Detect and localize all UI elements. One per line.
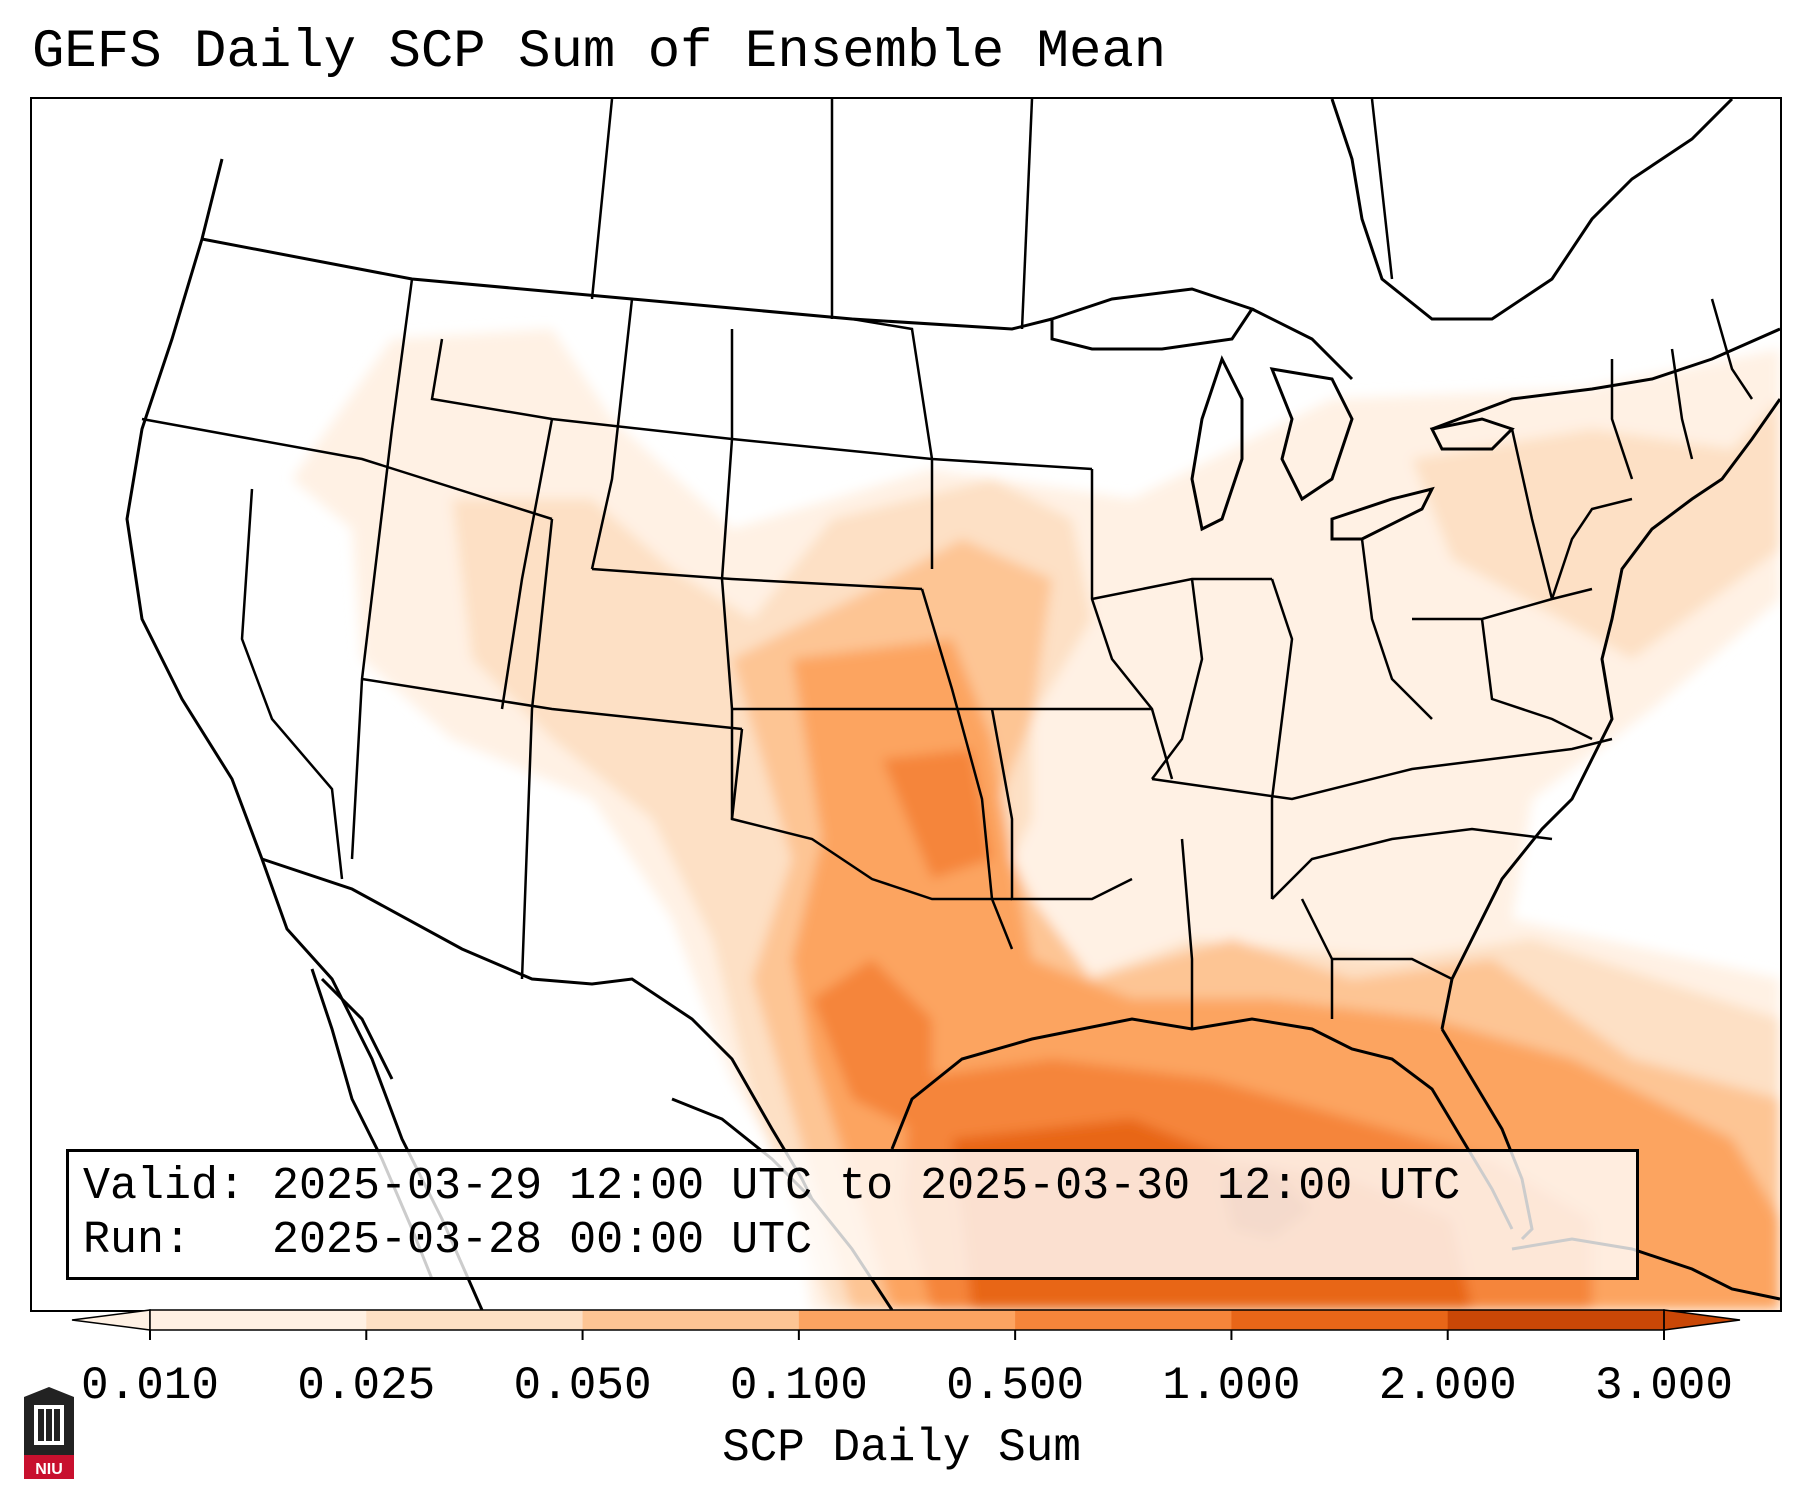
- border-us-mexico: [261, 857, 814, 1200]
- colorbar-tick-label: 1.000: [1162, 1360, 1301, 1412]
- lake-michigan: [1190, 355, 1244, 532]
- coastline-west: [125, 158, 484, 1310]
- state-borders: [141, 99, 1754, 1029]
- colorbar-segment: [798, 1310, 1016, 1330]
- colorbar-tick-label: 0.500: [946, 1360, 1085, 1412]
- colorbar-label: SCP Daily Sum: [722, 1422, 1081, 1474]
- coastline-east: [1440, 398, 1780, 1030]
- colorbar-segment: [582, 1310, 800, 1330]
- valid-time-text: Valid: 2025-03-29 12:00 UTC to 2025-03-3…: [83, 1161, 1461, 1212]
- colorbar-segment: [1231, 1310, 1449, 1330]
- border-canada-us: [201, 237, 1780, 431]
- map-canvas: [125, 99, 1780, 1310]
- colorbar-outline: [149, 1309, 1665, 1331]
- colorbar-tick-label: 2.000: [1378, 1360, 1517, 1412]
- colorbar-segment: [1015, 1310, 1232, 1330]
- colorbar-tick-label: 0.010: [80, 1360, 220, 1412]
- run-time-text: Run: 2025-03-28 00:00 UTC: [83, 1215, 813, 1266]
- colorbar-tick-label: 0.025: [297, 1360, 436, 1412]
- colorbar-segment: [366, 1310, 584, 1330]
- colorbar-extend-min: [71, 1309, 151, 1331]
- niu-logo-icon: NIU: [24, 1387, 74, 1479]
- colorbar-tick-label: 3.000: [1594, 1360, 1734, 1412]
- colorbar-tick-label: 0.050: [513, 1360, 652, 1412]
- colorbar-segment: [150, 1310, 367, 1330]
- lake-erie: [1330, 486, 1435, 541]
- lake-huron: [1269, 367, 1354, 502]
- colorbar-segment: [1447, 1310, 1665, 1330]
- map-title: GEFS Daily SCP Sum of Ensemble Mean: [32, 22, 1167, 83]
- niu-logo-text: NIU: [35, 1461, 63, 1478]
- colorbar-tick-label: 0.100: [729, 1360, 868, 1412]
- lake-superior: [1050, 287, 1255, 351]
- colorbar: [71, 1309, 1741, 1340]
- lake-ontario: [1429, 417, 1515, 451]
- valid-run-info-box: Valid: 2025-03-29 12:00 UTC to 2025-03-3…: [66, 1149, 1639, 1280]
- coastline-hudson-bay: [1330, 99, 1734, 321]
- colorbar-extend-max: [1663, 1309, 1741, 1331]
- map-frame: Valid: 2025-03-29 12:00 UTC to 2025-03-3…: [30, 97, 1782, 1312]
- great-lakes: [1050, 287, 1515, 541]
